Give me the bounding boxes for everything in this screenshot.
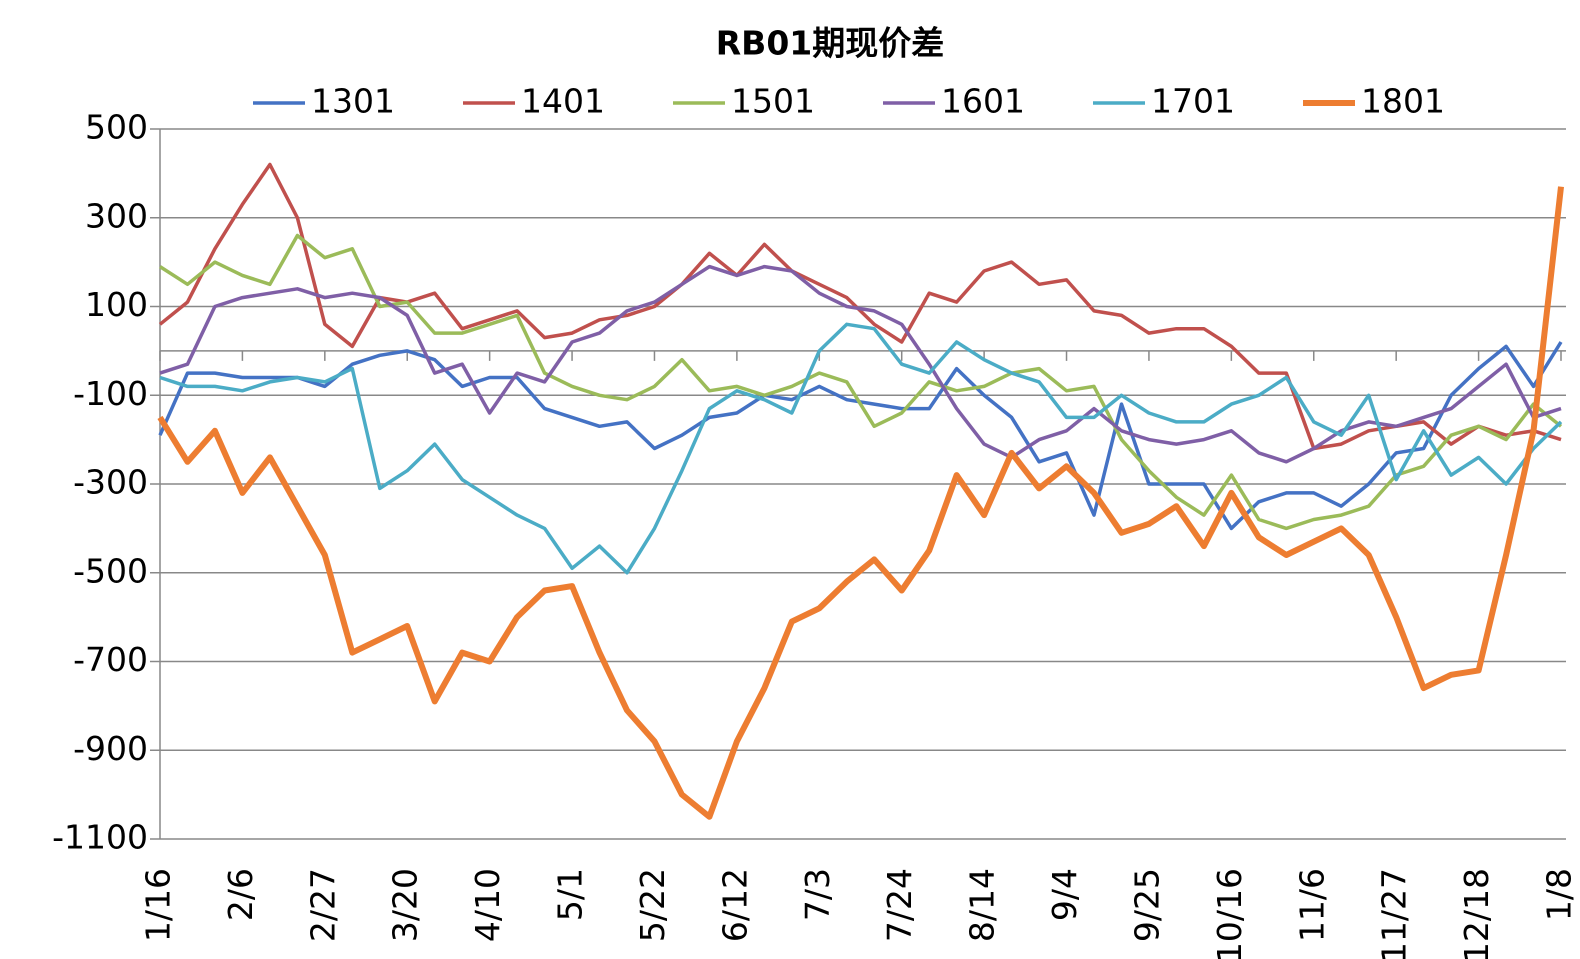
y-tick-label: -100	[73, 374, 148, 413]
series-line	[159, 264, 1562, 464]
x-tick-label: 9/4	[1045, 868, 1084, 921]
legend-label: 1401	[521, 82, 605, 121]
x-tick-label: 11/6	[1292, 868, 1331, 942]
y-tick-label: -700	[73, 640, 148, 679]
x-tick-label: 11/27	[1375, 868, 1414, 959]
x-tick-label: 1/16	[139, 868, 178, 942]
y-tick-label: -900	[73, 729, 148, 768]
x-tick-label: 2/27	[303, 868, 342, 942]
legend-label: 1801	[1361, 82, 1445, 121]
x-tick-label: 8/14	[963, 868, 1002, 942]
x-tick-label: 7/3	[798, 868, 837, 921]
x-tick-label: 7/24	[880, 868, 919, 942]
x-tick-label: 5/22	[633, 868, 672, 942]
legend-label: 1601	[941, 82, 1025, 121]
legend-label: 1301	[311, 82, 395, 121]
legend-label: 1501	[731, 82, 815, 121]
series-line	[159, 322, 1563, 575]
x-tick-label: 2/6	[221, 868, 260, 921]
series-line	[157, 186, 1564, 820]
y-tick-label: 500	[85, 108, 148, 147]
y-tick-label: -1100	[52, 818, 148, 857]
y-tick-label: 300	[85, 196, 148, 235]
y-tick-label: -300	[73, 463, 148, 502]
x-tick-label: 9/25	[1127, 868, 1166, 942]
series-line	[159, 233, 1563, 531]
x-tick-label: 4/10	[468, 868, 507, 942]
x-tick-label: 3/20	[386, 868, 425, 942]
y-tick-label: -500	[73, 551, 148, 590]
x-tick-label: 5/1	[551, 868, 590, 921]
x-tick-label: 10/16	[1210, 868, 1249, 959]
y-tick-label: 100	[85, 285, 148, 324]
x-tick-label: 12/18	[1457, 868, 1496, 959]
x-tick-label: 6/12	[715, 868, 754, 942]
series-line	[158, 341, 1563, 531]
x-tick-label: 1/8	[1540, 868, 1579, 921]
series-line	[158, 162, 1562, 451]
chart-title: RB01期现价差	[716, 24, 945, 63]
legend-label: 1701	[1151, 82, 1235, 121]
